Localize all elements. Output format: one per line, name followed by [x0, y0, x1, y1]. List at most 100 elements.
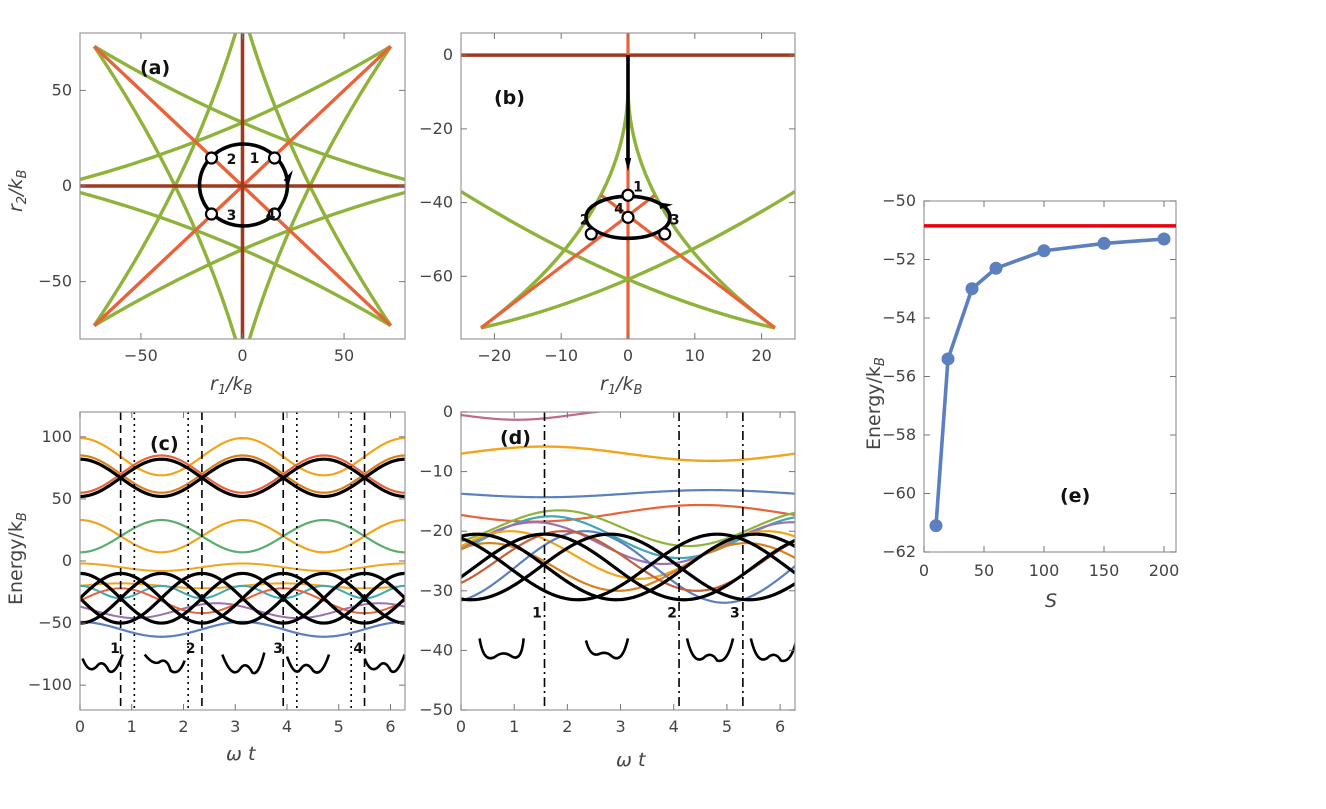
panel-b: 1 2 4 3 −20 −10 0 10 20 0 −20 −40 −60 (b) r1/kB	[419, 32, 796, 398]
energy-curve	[461, 412, 601, 421]
path-arrow	[624, 158, 632, 172]
path-marker	[621, 188, 635, 202]
panel-d-label: (d)	[500, 427, 531, 449]
energy-curve-black	[80, 457, 405, 499]
x-tick-label: −20	[478, 346, 512, 365]
y-tick-label: −40	[419, 193, 453, 212]
x-tick-label: −50	[124, 346, 158, 365]
energy-curve-black	[461, 532, 795, 602]
marker-label: 2	[186, 641, 196, 657]
potential-well	[478, 638, 525, 660]
path-arrow	[659, 202, 673, 209]
x-tick-label: 1	[509, 717, 519, 736]
y-tick-label: −56	[882, 367, 916, 386]
x-tick-label: 2	[562, 717, 572, 736]
y-tick-label: −62	[882, 542, 916, 561]
green-curve	[80, 190, 392, 328]
potential-well	[221, 652, 266, 675]
data-point	[1037, 244, 1051, 258]
y-tick-label: −100	[28, 675, 72, 694]
panel-b-label: (b)	[494, 87, 525, 109]
potential-well	[584, 638, 630, 660]
panel-c-label: (c)	[150, 433, 179, 455]
x-tick-label: 200	[1149, 561, 1180, 580]
energy-curve-black	[461, 532, 795, 602]
y-tick-label: 0	[443, 45, 453, 64]
energy-curve-black	[80, 571, 405, 625]
x-tick-label: 4	[282, 717, 292, 736]
y-tick-label: −50	[38, 272, 72, 291]
marker-label: 4	[266, 208, 276, 224]
x-tick-label: −10	[544, 346, 578, 365]
marker-label: 3	[670, 213, 680, 229]
y-tick-label: 50	[52, 489, 72, 508]
x-tick-label: 50	[334, 346, 354, 365]
green-curve	[92, 45, 238, 339]
potential-well	[285, 654, 331, 674]
marker-label: 3	[227, 208, 237, 224]
marker-label: 1	[250, 151, 260, 167]
x-tick-label: 10	[685, 346, 705, 365]
energy-curve-black	[461, 532, 795, 602]
marker-label: 4	[614, 202, 624, 218]
data-point	[989, 261, 1003, 275]
panel-c-xlabel: ω t	[226, 743, 257, 765]
marker-label: 3	[273, 641, 283, 657]
x-tick-label: 0	[919, 561, 929, 580]
x-tick-label: 6	[385, 717, 395, 736]
energy-curve	[461, 488, 795, 499]
x-tick-label: 0	[456, 717, 466, 736]
panel-e-ylabel: Energy/kB	[863, 357, 888, 450]
panel-d-xlabel: ω t	[616, 749, 647, 771]
panel-c: 1 2 3 4 0 1 2 3 4 5 6 100 50 0 −50 −100 (c) ω t Energy…	[5, 411, 406, 765]
potential-well	[685, 638, 735, 663]
green-curve	[93, 44, 405, 182]
y-tick-label: −40	[419, 640, 453, 659]
path-marker	[204, 151, 219, 165]
y-tick-label: −50	[419, 700, 453, 719]
x-tick-label: 1	[127, 717, 137, 736]
panel-e-xlabel: S	[1045, 590, 1057, 612]
x-tick-label: 100	[1029, 561, 1060, 580]
energy-curve-black	[80, 457, 405, 499]
energy-curve	[80, 518, 405, 554]
panel-a: 12 3 4 −50 0 50 50 0 −50 (a) r1/kB r2/kB	[5, 32, 406, 398]
energy-curve	[80, 562, 405, 572]
x-tick-label: 3	[615, 717, 625, 736]
x-tick-label: 3	[230, 717, 240, 736]
energy-curve	[461, 503, 795, 523]
panel-c-ylabel: Energy/kB	[5, 512, 30, 605]
marker-label: 1	[110, 641, 120, 657]
energy-curve	[80, 454, 405, 494]
y-tick-label: −60	[882, 484, 916, 503]
path-arrow	[283, 170, 293, 184]
data-point	[1157, 232, 1171, 246]
panel-e: 0 50 100 150 200−50−52−54−56−58−60−62 (e) S …	[863, 191, 1179, 612]
panel-a-xlabel: r1/kB	[210, 373, 253, 398]
path-marker	[658, 227, 672, 241]
series-line	[934, 237, 1166, 528]
path-marker	[267, 207, 282, 221]
x-tick-label: 0	[75, 717, 85, 736]
energy-curve	[461, 509, 795, 548]
potential-well	[143, 653, 186, 674]
green-curve	[247, 45, 393, 339]
green-curve	[480, 190, 795, 330]
y-tick-label: 0	[443, 402, 453, 421]
closed-path	[197, 142, 290, 228]
path-marker	[267, 151, 282, 165]
green-curve	[626, 91, 776, 330]
x-tick-label: 6	[775, 717, 785, 736]
x-tick-label: 150	[1089, 561, 1120, 580]
panel-a-label: (a)	[140, 57, 170, 79]
data-point	[941, 352, 955, 366]
y-tick-label: −60	[419, 266, 453, 285]
energy-curve	[461, 530, 795, 604]
panel-d: 1 2 3 0 1 2 3 4 5 6 0 −10 −20 −30 −40 −50 (d) ω t	[419, 402, 796, 771]
potential-well	[749, 638, 795, 663]
path-marker	[584, 227, 598, 241]
marker-label: 1	[633, 180, 643, 196]
y-tick-label: −50	[38, 613, 72, 632]
data-point	[1097, 236, 1111, 250]
